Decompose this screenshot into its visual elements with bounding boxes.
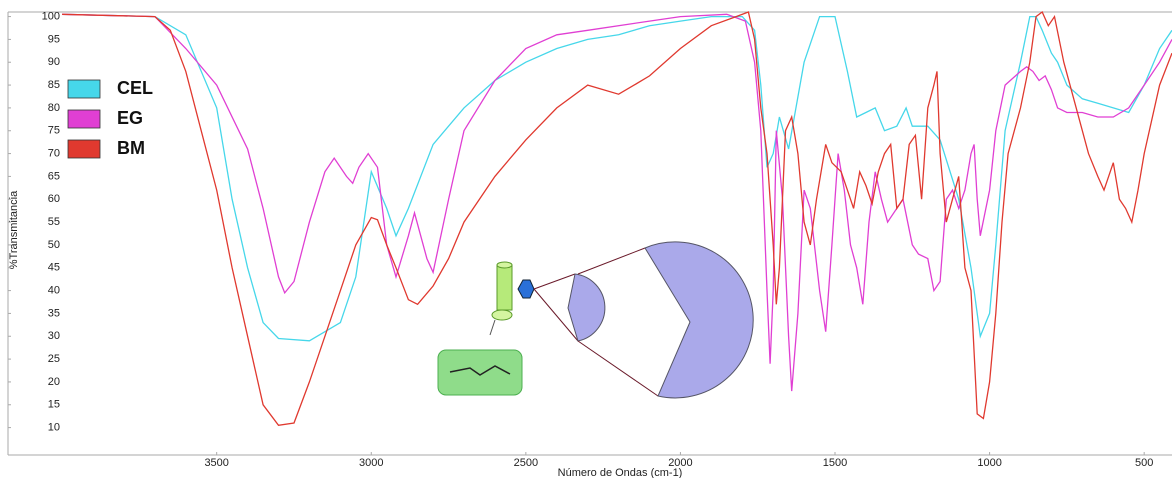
legend-label: EG <box>117 108 143 128</box>
y-tick-label: 25 <box>48 353 60 365</box>
inset-illustration <box>438 242 753 398</box>
x-tick-label: 2500 <box>514 457 538 469</box>
y-tick-label: 40 <box>48 284 60 296</box>
y-tick-label: 70 <box>48 147 60 159</box>
y-tick-label: 85 <box>48 79 60 91</box>
x-tick-label: 2000 <box>668 457 692 469</box>
y-axis-label: %Transmitancia <box>8 190 20 269</box>
y-tick-label: 35 <box>48 307 60 319</box>
y-tick-label: 50 <box>48 239 60 251</box>
chart: %Transmitancia Número de Ondas (cm-1) CE… <box>0 0 1172 478</box>
x-tick-label: 3500 <box>204 457 228 469</box>
legend-swatch <box>68 140 100 158</box>
y-tick-label: 30 <box>48 330 60 342</box>
y-tick-label: 55 <box>48 216 60 228</box>
legend: CEL EG BM <box>68 78 153 158</box>
legend-swatch <box>68 110 100 128</box>
legend-label: BM <box>117 138 145 158</box>
x-axis-label: Número de Ondas (cm-1) <box>558 467 683 478</box>
x-tick-label: 1500 <box>823 457 847 469</box>
legend-label: CEL <box>117 78 153 98</box>
y-tick-label: 90 <box>48 56 60 68</box>
y-tick-label: 10 <box>48 422 60 434</box>
y-tick-label: 65 <box>48 170 60 182</box>
y-tick-label: 75 <box>48 125 60 137</box>
series-line <box>62 12 1172 425</box>
frame <box>8 12 1172 455</box>
legend-swatch <box>68 80 100 98</box>
y-tick-label: 60 <box>48 193 60 205</box>
x-tick-label: 500 <box>1135 457 1153 469</box>
y-tick-label: 15 <box>48 399 60 411</box>
y-tick-label: 100 <box>42 10 60 22</box>
x-tick-label: 3000 <box>359 457 383 469</box>
series-line <box>62 14 1172 391</box>
plot <box>62 12 1172 425</box>
y-tick-label: 20 <box>48 376 60 388</box>
y-tick-label: 95 <box>48 33 60 45</box>
x-tick-label: 1000 <box>977 457 1001 469</box>
y-tick-label: 45 <box>48 262 60 274</box>
y-tick-label: 80 <box>48 102 60 114</box>
